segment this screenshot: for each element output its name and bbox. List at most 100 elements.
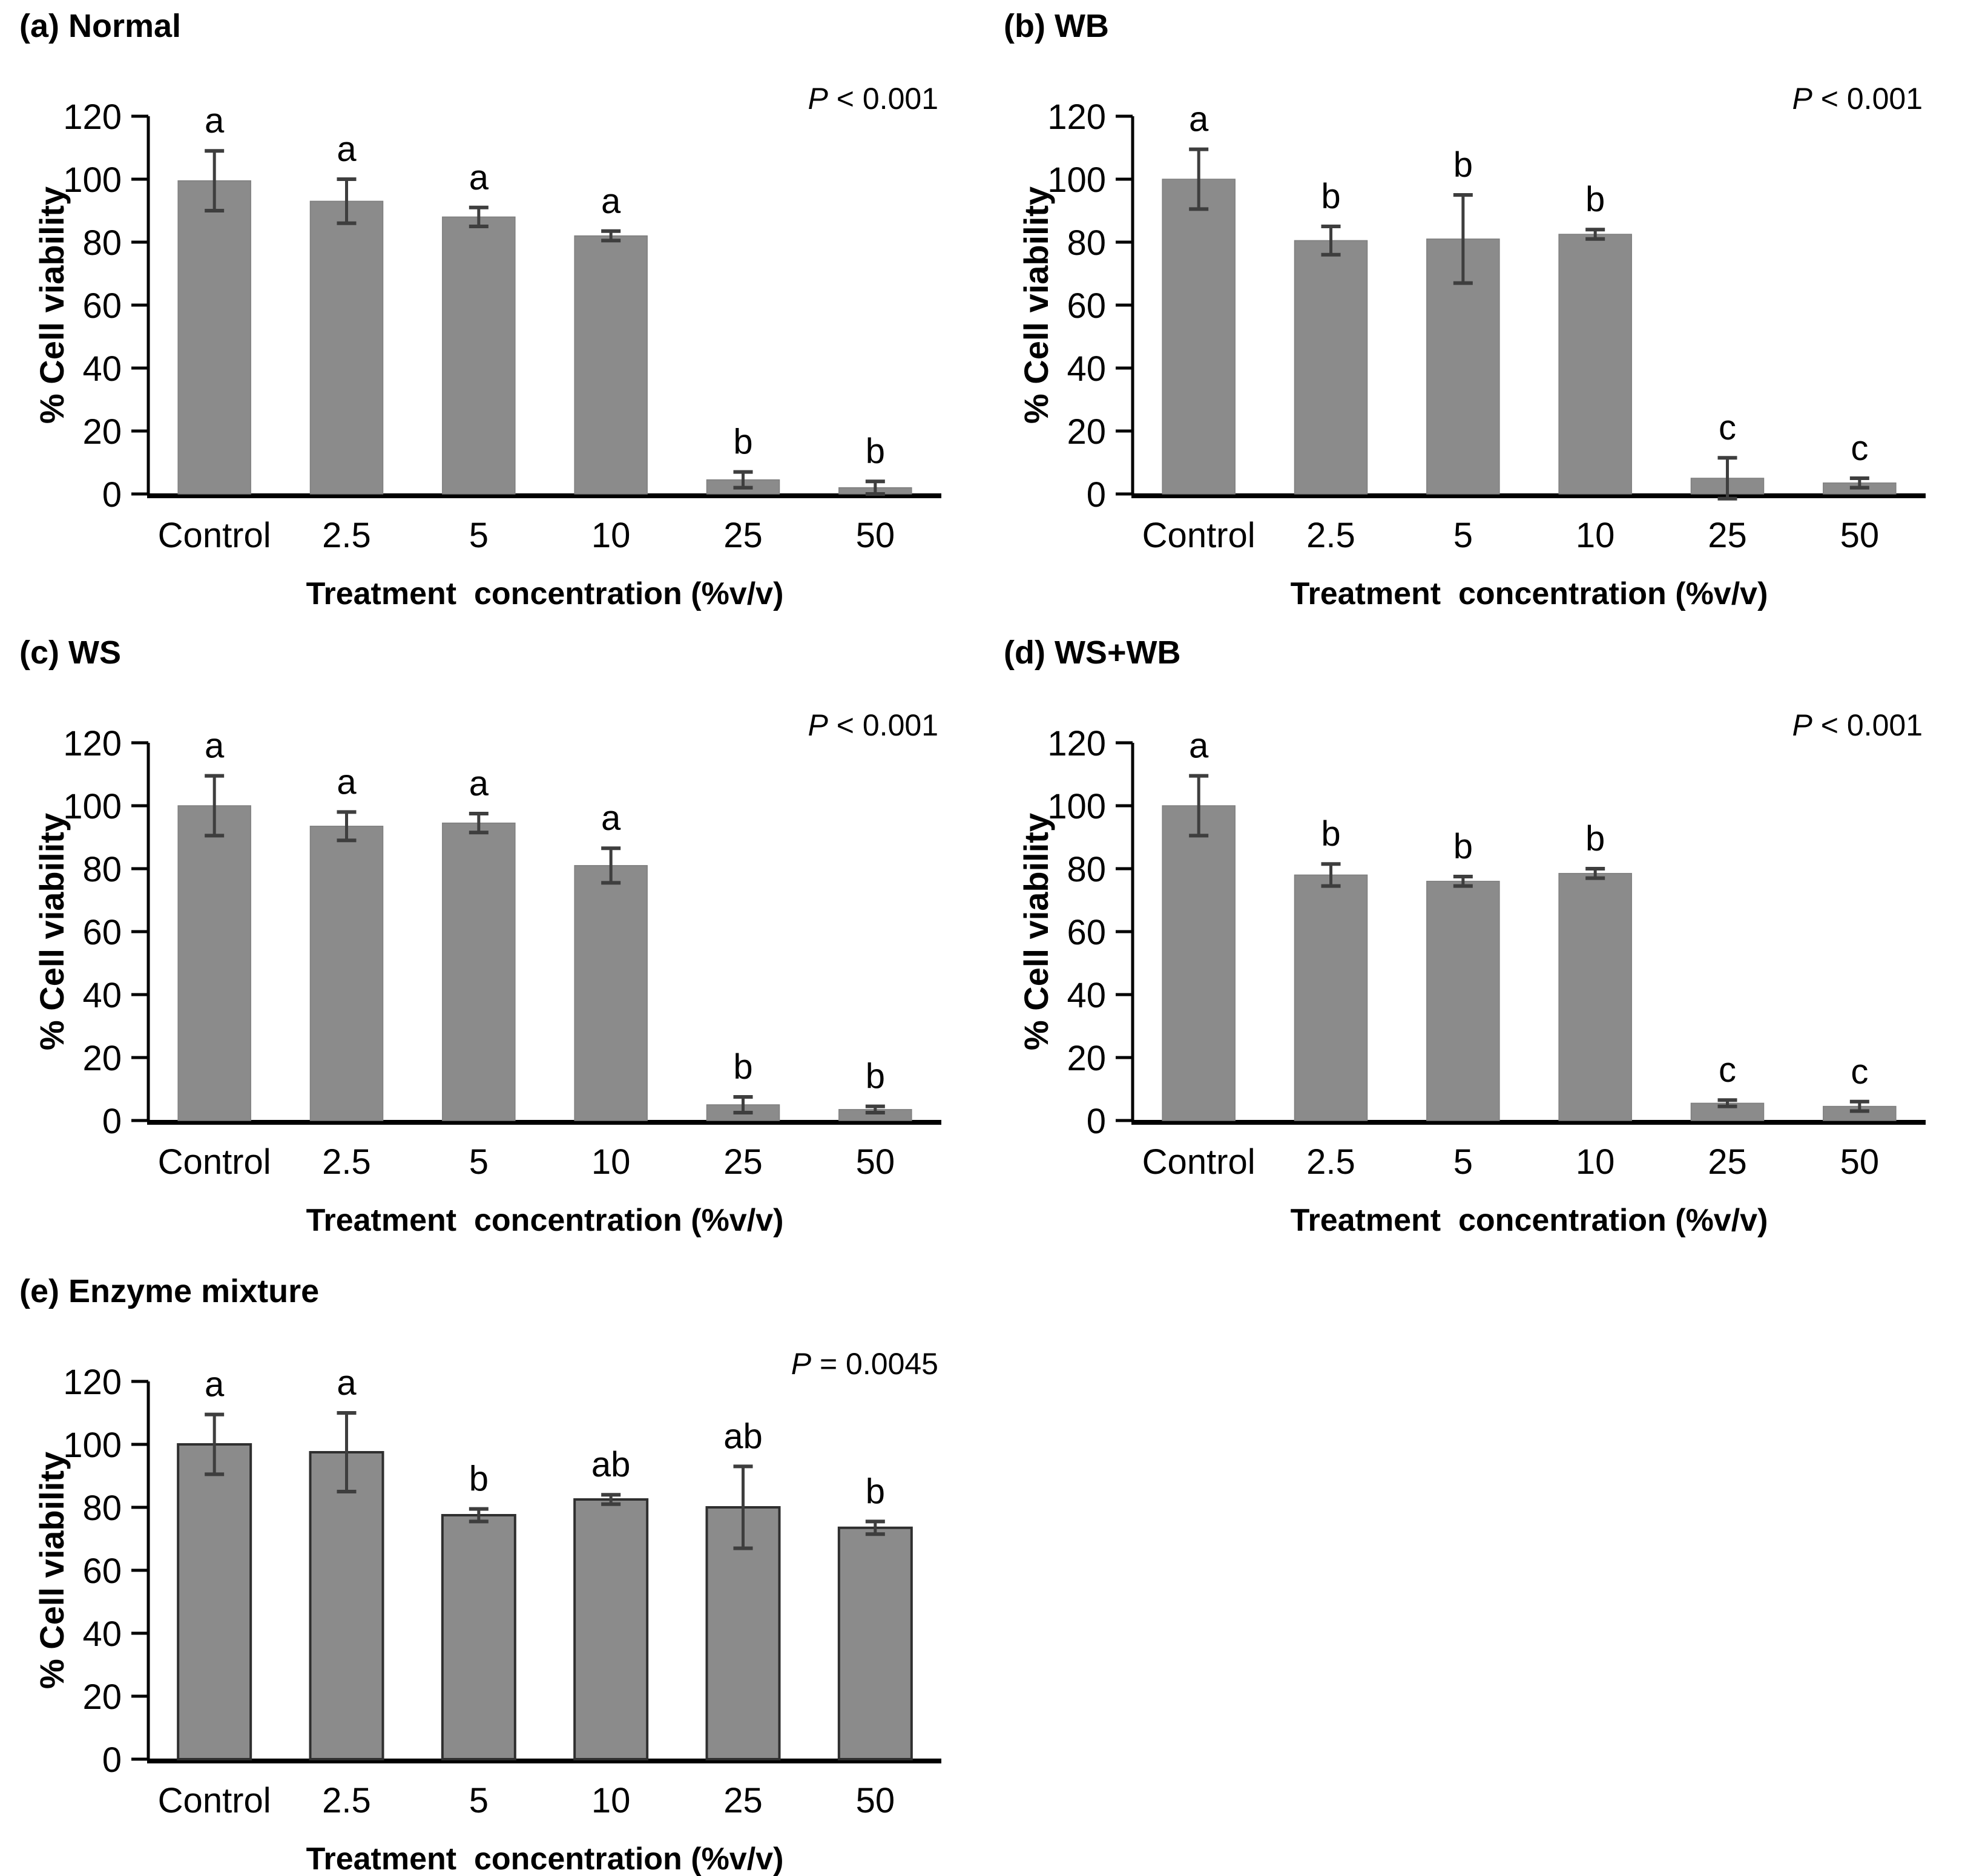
category-label: 10: [1576, 516, 1615, 555]
bar-chart-enzyme-mixture: 0 20 40 60 80 100 120 a Control a 2.5 b 5 ab 10 ab 25 b 50…: [33, 1347, 941, 1876]
category-label: 2.5: [1306, 516, 1355, 555]
category-label: 2.5: [322, 516, 371, 555]
sig-letter: b: [1585, 180, 1605, 219]
category-label: 50: [1840, 1142, 1880, 1182]
x-axis-title: Treatment concentration (%v/v): [306, 1203, 784, 1238]
bar-chart-normal: 0 20 40 60 80 100 120 a Control a 2.5 a 5 a 10 b 25 b 50 Tr…: [33, 82, 941, 611]
y-tick-label: 60: [1067, 913, 1106, 952]
category-label: 10: [591, 1142, 631, 1182]
category-label: 50: [856, 516, 895, 555]
sig-letter: b: [866, 1472, 885, 1511]
bar: [1558, 234, 1632, 495]
y-axis-title: % Cell viability: [1017, 813, 1055, 1050]
sig-letter: a: [469, 158, 489, 197]
bar: [1294, 874, 1368, 1121]
p-value-label: P < 0.001: [1792, 708, 1923, 742]
p-value-label: P = 0.0045: [791, 1347, 938, 1381]
bar-chart-ws-wb: 0 20 40 60 80 100 120 a Control b 2.5 b 5 b 10 c 25 c 50 Tr…: [1017, 708, 1926, 1238]
sig-letter: b: [1321, 814, 1340, 854]
category-label: 25: [723, 1781, 763, 1820]
category-label: Control: [158, 516, 271, 555]
category-label: 5: [1453, 1142, 1473, 1182]
y-tick-label: 40: [82, 1614, 122, 1654]
y-tick-label: 80: [1067, 223, 1106, 263]
bar: [1558, 873, 1632, 1121]
y-tick-label: 40: [82, 976, 122, 1015]
sig-letter: a: [1189, 100, 1209, 139]
sig-letter: b: [1453, 145, 1473, 185]
p-value-label: P < 0.001: [1792, 82, 1923, 116]
y-tick-label: 100: [63, 787, 122, 826]
y-tick-label: 20: [82, 1677, 122, 1717]
category-label: 2.5: [322, 1781, 371, 1820]
sig-letter: c: [1719, 408, 1736, 447]
bar: [837, 1526, 913, 1760]
sig-letter: b: [1585, 819, 1605, 858]
sig-letter: b: [866, 432, 885, 471]
category-label: 25: [1708, 516, 1747, 555]
sig-letter: a: [205, 1365, 225, 1404]
chart-panel-c: 0 20 40 60 80 100 120 a Control a 2.5 a 5 a 10 b 25 b 50 Tr…: [0, 627, 981, 1250]
category-label: Control: [1142, 1142, 1256, 1182]
y-tick-label: 40: [82, 349, 122, 389]
category-label: 25: [723, 1142, 763, 1182]
y-tick-label: 20: [82, 412, 122, 452]
bar: [441, 1514, 516, 1760]
category-label: 50: [856, 1142, 895, 1182]
sig-letter: a: [205, 101, 225, 140]
bar: [573, 1498, 649, 1760]
bar-chart-wb: 0 20 40 60 80 100 120 a Control b 2.5 b 5 b 10 c 25 c 50 Tr…: [1017, 82, 1926, 611]
bar: [1294, 240, 1368, 495]
category-label: Control: [158, 1142, 271, 1182]
y-axis-title: % Cell viability: [33, 813, 71, 1050]
sig-letter: b: [866, 1057, 885, 1096]
y-tick-label: 120: [63, 724, 122, 763]
bar: [309, 826, 384, 1121]
category-label: 2.5: [322, 1142, 371, 1182]
bar: [442, 216, 516, 495]
sig-letter: a: [337, 130, 357, 169]
x-axis-title: Treatment concentration (%v/v): [306, 576, 784, 611]
y-tick-label: 0: [102, 1102, 122, 1141]
y-tick-label: 120: [63, 1363, 122, 1402]
p-value-label: P < 0.001: [808, 708, 938, 742]
bar: [309, 1451, 384, 1760]
bar: [1162, 805, 1236, 1121]
sig-letter: b: [1453, 827, 1473, 866]
bar: [309, 200, 384, 495]
y-tick-label: 0: [1087, 475, 1106, 515]
x-axis-title: Treatment concentration (%v/v): [306, 1841, 784, 1876]
category-label: 5: [469, 1781, 489, 1820]
y-tick-label: 100: [1047, 160, 1106, 200]
y-tick-label: 120: [63, 97, 122, 137]
sig-letter: ab: [723, 1417, 763, 1456]
category-label: 5: [469, 516, 489, 555]
category-label: 5: [1453, 516, 1473, 555]
y-tick-label: 0: [102, 475, 122, 515]
bar: [574, 865, 648, 1121]
y-tick-label: 100: [1047, 787, 1106, 826]
y-tick-label: 80: [82, 1489, 122, 1528]
chart-title-b: (b) WB: [1004, 8, 1109, 44]
x-axis-title: Treatment concentration (%v/v): [1291, 576, 1768, 611]
y-tick-label: 100: [63, 1426, 122, 1465]
bar: [442, 822, 516, 1121]
sig-letter: c: [1851, 1052, 1868, 1091]
y-axis-title: % Cell viability: [33, 186, 71, 424]
bar: [1426, 881, 1500, 1121]
category-label: 25: [723, 516, 763, 555]
sig-letter: a: [205, 726, 225, 766]
chart-panel-b: 0 20 40 60 80 100 120 a Control b 2.5 b 5 b 10 c 25 c 50 Tr…: [984, 0, 1965, 624]
chart-title-e: (e) Enzyme mixture: [19, 1273, 320, 1309]
p-value-label: P < 0.001: [808, 82, 938, 116]
bar: [705, 1506, 781, 1760]
category-label: 10: [591, 1781, 631, 1820]
y-tick-label: 60: [1067, 286, 1106, 326]
bar: [1162, 179, 1236, 495]
category-label: Control: [1142, 516, 1256, 555]
y-tick-label: 60: [82, 913, 122, 952]
category-label: 50: [856, 1781, 895, 1820]
sig-letter: a: [1189, 726, 1209, 766]
y-tick-label: 60: [82, 286, 122, 326]
y-tick-label: 80: [82, 223, 122, 263]
